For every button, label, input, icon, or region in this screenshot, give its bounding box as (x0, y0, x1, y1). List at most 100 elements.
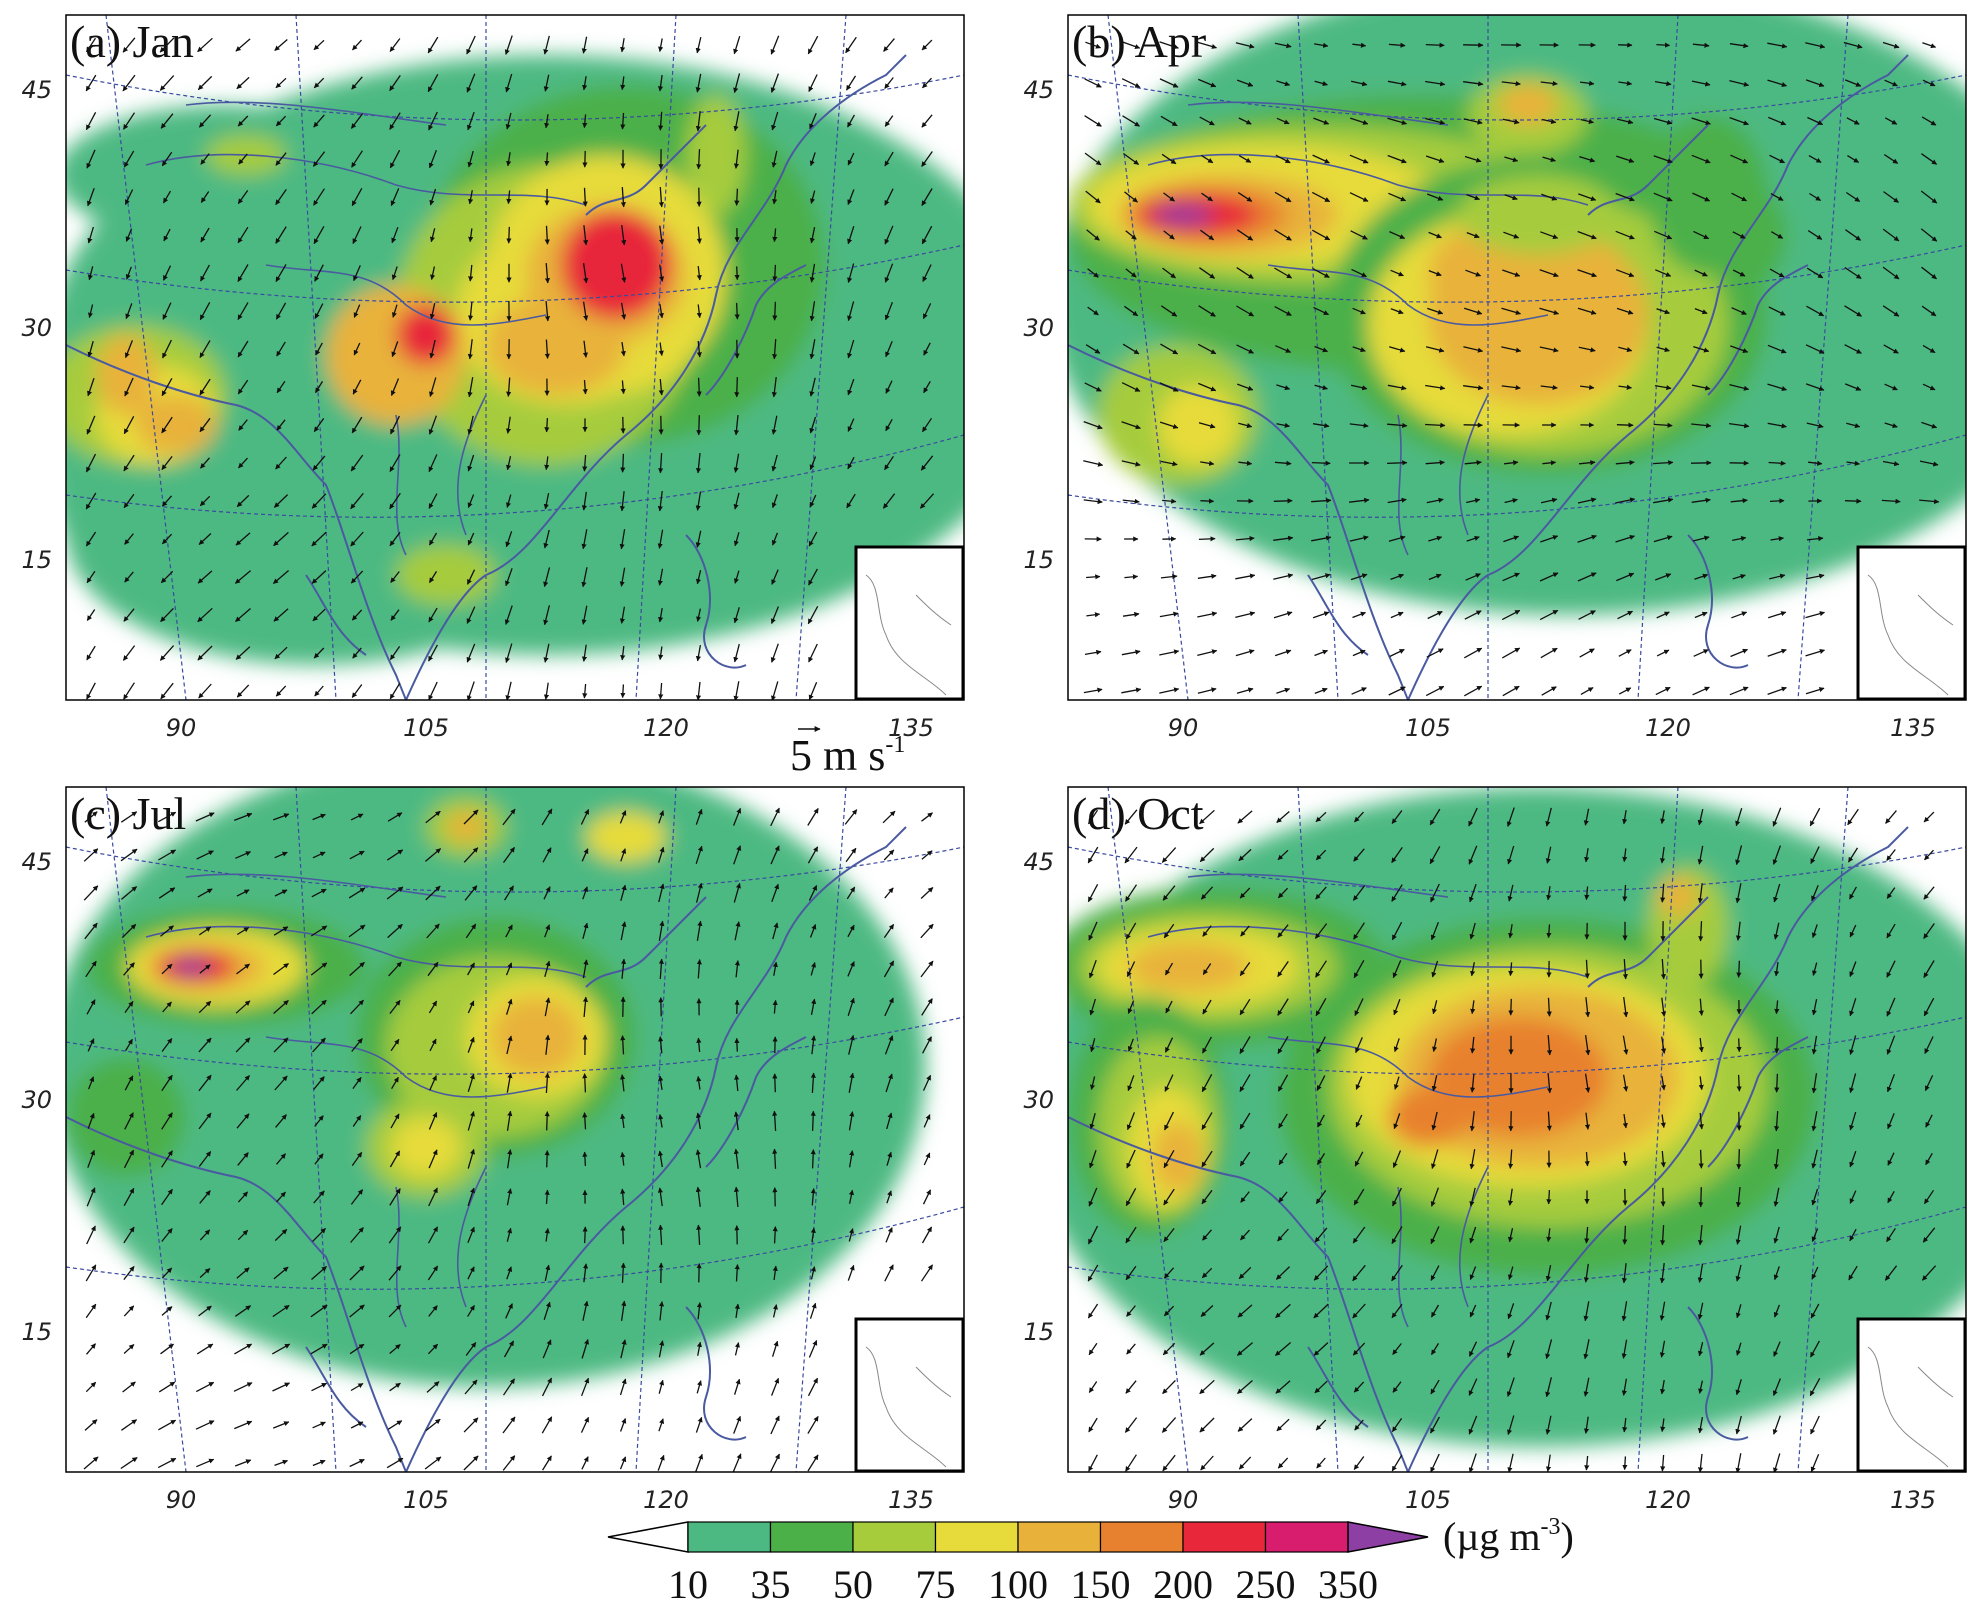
wind-arrow (429, 377, 437, 397)
wind-arrow (352, 379, 362, 395)
wind-arrow (921, 151, 933, 167)
wind-arrow (884, 77, 894, 89)
wind-arrow (582, 114, 588, 129)
wind-arrow (1237, 192, 1253, 202)
wind-arrow (162, 339, 172, 359)
wind-arrow (1501, 647, 1521, 659)
wind-arrow (1236, 305, 1255, 317)
wind-arrow (1615, 534, 1635, 543)
wind-arrow (1884, 383, 1898, 391)
wind-arrow (734, 188, 740, 206)
wind-arrow (1274, 460, 1292, 466)
inset-map-a (854, 545, 965, 701)
wind-arrow (200, 457, 210, 469)
wind-arrow (1502, 685, 1520, 697)
wind-arrow (237, 115, 249, 127)
concentration-patch-a-15 (136, 395, 216, 455)
wind-arrow (544, 1111, 550, 1131)
wind-arrow (734, 377, 740, 398)
wind-arrow (1122, 41, 1141, 49)
wind-arrow (1352, 307, 1366, 315)
wind-arrow (1578, 193, 1597, 201)
wind-arrow (314, 264, 324, 282)
wind-arrow (1349, 154, 1369, 164)
wind-arrow (86, 609, 96, 621)
wind-arrow (162, 302, 172, 320)
wind-arrow (847, 114, 855, 128)
wind-arrow (1654, 230, 1673, 240)
lat-tick-a-15: 15 (21, 546, 52, 574)
wind-arrow (658, 646, 664, 661)
wind-arrow (466, 643, 476, 663)
wind-arrow (1542, 156, 1556, 163)
wind-arrow (1618, 80, 1633, 86)
wind-arrow (1691, 422, 1712, 429)
wind-arrow (845, 75, 857, 91)
wind-arrow (658, 187, 664, 208)
wind-arrow (85, 453, 97, 473)
lat-tick-d-45: 45 (1023, 848, 1054, 876)
wind-arrow (1466, 535, 1480, 542)
wind-arrow (808, 568, 818, 586)
wind-arrow (1200, 460, 1215, 466)
wind-arrow (582, 263, 589, 284)
wind-arrow (1540, 497, 1558, 504)
wind-arrow (1466, 193, 1480, 201)
wind-arrow (809, 152, 816, 167)
wind-arrow (1350, 230, 1368, 240)
colorbar-bin-4 (1017, 1521, 1102, 1553)
wind-arrow (1198, 536, 1216, 542)
wind-arrow (350, 454, 364, 472)
lon-tick-b-120: 120 (1645, 714, 1691, 742)
wind-arrow (1884, 117, 1898, 125)
wind-arrow (200, 191, 210, 203)
wind-arrow (199, 495, 211, 507)
wind-arrow (1884, 422, 1898, 429)
wind-arrow (1882, 41, 1900, 49)
wind-arrow (315, 342, 323, 356)
wind-arrow (1615, 192, 1635, 202)
wind-arrow (1539, 269, 1559, 278)
wind-arrow (1349, 422, 1369, 429)
wind-arrow (275, 264, 287, 283)
concentration-patch-b-17 (1158, 385, 1238, 465)
wind-arrow (1389, 648, 1405, 658)
wind-arrow (1464, 610, 1482, 620)
wind-arrow (657, 491, 663, 512)
panel-c: (c) Jul 45 30 15 90 105 120 135 (21, 786, 965, 1514)
wind-arrow (884, 188, 894, 206)
wind-arrow (124, 340, 134, 359)
wind-arrow (695, 491, 702, 511)
wind-arrow (1580, 80, 1595, 86)
colorbar-level-100: 100 (988, 1562, 1048, 1607)
wind-arrow (1655, 269, 1672, 277)
wind-arrow (1805, 383, 1825, 392)
wind-arrow (276, 341, 286, 357)
wind-arrow (1428, 573, 1442, 581)
inset-map-c (854, 1317, 965, 1473)
wind-arrow (351, 150, 363, 168)
concentration-patch-a-17 (686, 95, 746, 215)
wind-arrow (506, 226, 512, 244)
meridian-line-a-4 (795, 15, 847, 700)
wind-arrow (1085, 190, 1101, 204)
wind-arrow (275, 77, 287, 89)
wind-arrow (885, 418, 893, 432)
meridian-line-b-3 (1637, 15, 1679, 700)
wind-arrow (1694, 307, 1708, 315)
wind-arrow (1615, 230, 1635, 240)
meridian-line-b-0 (1107, 15, 1189, 700)
wind-arrow (122, 37, 136, 53)
concentration-patch-c-5 (171, 959, 211, 975)
wind-arrow (544, 263, 551, 284)
colorbar-level-350: 350 (1318, 1562, 1378, 1607)
wind-arrow (1616, 422, 1634, 428)
lon-tick-d-135: 135 (1890, 1486, 1936, 1514)
wind-arrow (1767, 648, 1787, 657)
colorbar: 10 35 50 75 100 150 200 250 350 (µg m-3) (607, 1514, 1574, 1607)
wind-arrow (235, 38, 251, 52)
wind-arrow (1729, 79, 1750, 87)
wind-arrow (1656, 649, 1670, 657)
wind-arrow (1770, 231, 1784, 239)
wind-arrow (1427, 610, 1443, 620)
